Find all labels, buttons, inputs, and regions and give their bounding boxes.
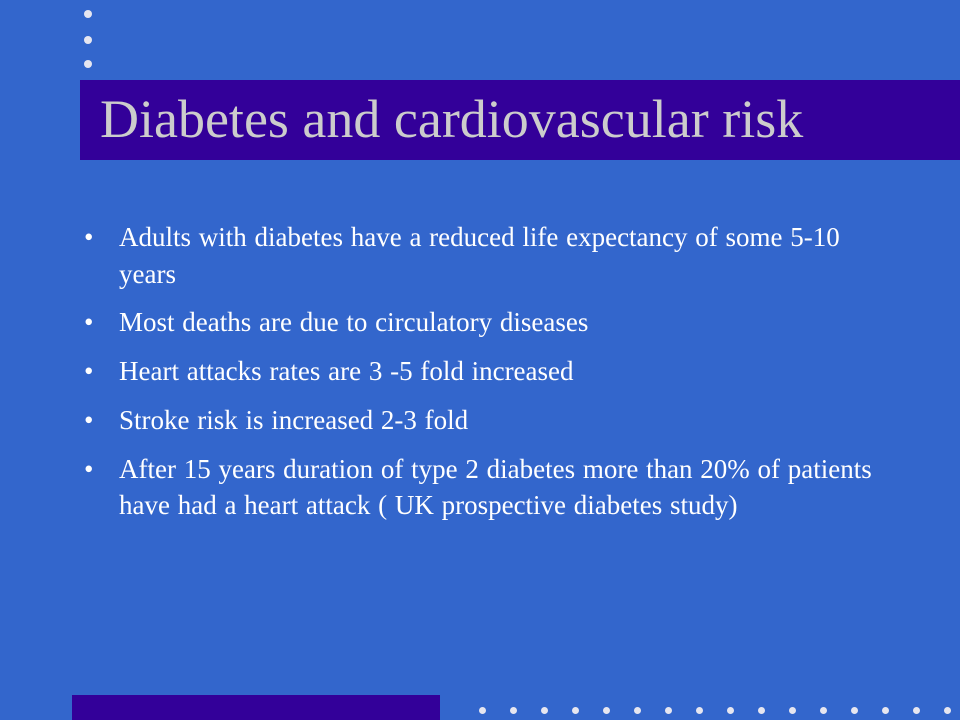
decor-dot xyxy=(479,707,486,714)
decor-dot xyxy=(758,707,765,714)
decor-dot xyxy=(665,707,672,714)
title-bar xyxy=(80,80,960,160)
decor-dot xyxy=(510,707,517,714)
bullet-item: • Adults with diabetes have a reduced li… xyxy=(84,219,884,292)
horizontal-dot-decoration xyxy=(0,707,960,717)
decor-dot xyxy=(851,707,858,714)
bullet-list: • Adults with diabetes have a reduced li… xyxy=(84,219,884,536)
bullet-marker: • xyxy=(84,356,94,387)
slide-title: Diabetes and cardiovascular risk xyxy=(100,89,804,149)
decor-dot xyxy=(789,707,796,714)
decor-dot xyxy=(84,36,92,44)
decor-dot xyxy=(944,707,951,714)
bullet-marker: • xyxy=(84,453,94,484)
bullet-marker: • xyxy=(84,307,94,338)
decor-dot xyxy=(84,10,92,18)
decor-dot xyxy=(634,707,641,714)
bullet-text: Stroke risk is increased 2-3 fold xyxy=(119,404,469,435)
bullet-marker: • xyxy=(84,222,94,252)
decor-dot xyxy=(572,707,579,714)
decor-dot xyxy=(882,707,889,714)
bullet-text: Adults with diabetes have a reduced life… xyxy=(119,222,840,289)
decor-dot xyxy=(541,707,548,714)
bullet-text: After 15 years duration of type 2 diabet… xyxy=(119,453,872,521)
bullet-item: • After 15 years duration of type 2 diab… xyxy=(84,451,884,524)
bullet-text: Heart attacks rates are 3 -5 fold increa… xyxy=(119,356,574,387)
decor-dot xyxy=(820,707,827,714)
bullet-text: Most deaths are due to circulatory disea… xyxy=(119,307,589,338)
decor-dot xyxy=(696,707,703,714)
bullet-item: • Heart attacks rates are 3 -5 fold incr… xyxy=(84,353,884,390)
decor-dot xyxy=(603,707,610,714)
bullet-item: • Most deaths are due to circulatory dis… xyxy=(84,304,884,341)
decor-dot xyxy=(913,707,920,714)
bullet-item: • Stroke risk is increased 2-3 fold xyxy=(84,402,884,439)
decor-dot xyxy=(727,707,734,714)
decor-dot xyxy=(84,60,92,68)
bottom-accent-bar xyxy=(72,695,440,720)
bullet-marker: • xyxy=(84,404,94,435)
